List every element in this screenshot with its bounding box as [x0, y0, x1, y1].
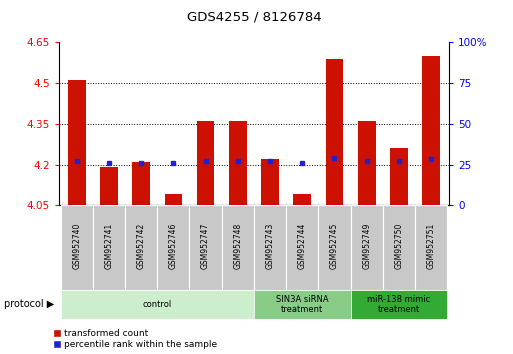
Text: GSM952741: GSM952741	[105, 223, 113, 269]
Text: protocol ▶: protocol ▶	[4, 299, 54, 309]
Text: GSM952745: GSM952745	[330, 223, 339, 269]
Bar	[261, 159, 279, 205]
Legend: transformed count, percentile rank within the sample: transformed count, percentile rank withi…	[53, 329, 217, 349]
Text: GSM952742: GSM952742	[136, 223, 146, 269]
Bar	[326, 59, 343, 205]
Bar	[422, 56, 440, 205]
Bar	[415, 205, 447, 290]
Bar	[350, 290, 447, 319]
Bar	[165, 194, 182, 205]
Bar	[229, 121, 247, 205]
Bar	[293, 194, 311, 205]
Text: GSM952746: GSM952746	[169, 223, 178, 269]
Text: GSM952750: GSM952750	[394, 223, 403, 269]
Text: GSM952743: GSM952743	[266, 223, 274, 269]
Text: GSM952747: GSM952747	[201, 223, 210, 269]
Text: GSM952744: GSM952744	[298, 223, 307, 269]
Bar	[189, 205, 222, 290]
Text: SIN3A siRNA
treatment: SIN3A siRNA treatment	[276, 295, 329, 314]
Text: GSM952740: GSM952740	[72, 223, 81, 269]
Text: GSM952748: GSM952748	[233, 223, 242, 269]
Bar	[100, 167, 118, 205]
Bar	[132, 162, 150, 205]
Bar	[125, 205, 157, 290]
Bar	[358, 121, 376, 205]
Bar	[350, 205, 383, 290]
Text: GSM952749: GSM952749	[362, 223, 371, 269]
Text: GSM952751: GSM952751	[427, 223, 436, 269]
Bar	[286, 205, 319, 290]
Text: control: control	[143, 300, 172, 309]
Bar	[254, 290, 350, 319]
Bar	[157, 205, 189, 290]
Bar	[383, 205, 415, 290]
Bar	[390, 148, 408, 205]
Bar	[61, 205, 93, 290]
Bar	[68, 80, 86, 205]
Text: miR-138 mimic
treatment: miR-138 mimic treatment	[367, 295, 430, 314]
Bar	[254, 205, 286, 290]
Bar	[222, 205, 254, 290]
Text: GDS4255 / 8126784: GDS4255 / 8126784	[187, 11, 321, 24]
Bar	[93, 205, 125, 290]
Bar	[197, 121, 214, 205]
Bar	[61, 290, 254, 319]
Bar	[319, 205, 350, 290]
